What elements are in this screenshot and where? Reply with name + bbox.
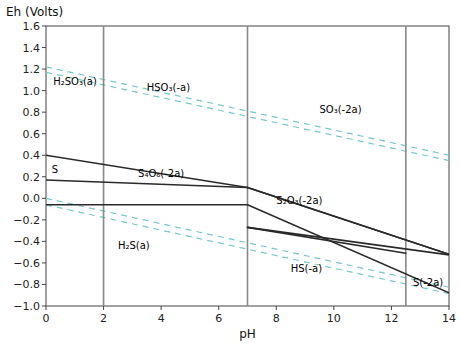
y-tick-label: −1.0 bbox=[13, 300, 40, 313]
y-tick-label: 1.2 bbox=[23, 63, 41, 76]
x-tick-label: 0 bbox=[43, 312, 50, 325]
y-tick-label: 0.2 bbox=[23, 171, 41, 184]
region-label: S₄O₆(-2a) bbox=[138, 168, 184, 179]
line-segment bbox=[247, 26, 249, 306]
y-tick-label: −0.4 bbox=[13, 235, 40, 248]
region-label: H₂S(a) bbox=[118, 240, 150, 251]
x-tick-label: 2 bbox=[100, 312, 107, 325]
y-tick-label: 0.0 bbox=[23, 192, 41, 205]
region-label: S₂O₃(-2a) bbox=[276, 195, 322, 206]
region-label: SO₃(-2a) bbox=[319, 104, 361, 115]
y-tick-label: −0.8 bbox=[13, 278, 40, 291]
x-tick bbox=[391, 306, 392, 310]
region-label: H₂SO₃(a) bbox=[53, 76, 97, 87]
line-segment bbox=[248, 227, 450, 254]
line-segment bbox=[46, 155, 248, 187]
y-tick-label: 0.4 bbox=[23, 149, 41, 162]
y-axis-label: Eh (Volts) bbox=[6, 5, 63, 19]
y-tick bbox=[42, 69, 46, 70]
line-segment bbox=[248, 188, 450, 255]
region-label: S bbox=[52, 164, 58, 175]
y-tick bbox=[42, 176, 46, 177]
plot-lines bbox=[46, 26, 449, 306]
y-tick-label: 1.6 bbox=[23, 20, 41, 33]
y-tick bbox=[42, 90, 46, 91]
x-tick-label: 4 bbox=[158, 312, 165, 325]
line-segment bbox=[405, 26, 407, 306]
y-tick bbox=[42, 198, 46, 199]
x-tick bbox=[333, 306, 334, 310]
y-tick bbox=[42, 241, 46, 242]
y-tick bbox=[42, 47, 46, 48]
x-tick bbox=[46, 306, 47, 310]
x-tick-label: 10 bbox=[327, 312, 341, 325]
region-label: HSO₃(-a) bbox=[147, 82, 190, 93]
y-tick bbox=[42, 133, 46, 134]
y-tick bbox=[42, 219, 46, 220]
y-tick bbox=[42, 306, 46, 307]
line-segment bbox=[46, 204, 248, 206]
line-segment bbox=[248, 205, 450, 293]
y-tick bbox=[42, 26, 46, 27]
region-label: S(-2a) bbox=[413, 277, 443, 288]
y-tick bbox=[42, 155, 46, 156]
x-tick-label: 8 bbox=[273, 312, 280, 325]
y-tick-label: −0.2 bbox=[13, 214, 40, 227]
chart: 0 2 4 6 8 10 12 14 −1.0 −0.8 −0.6 −0.4 −0.2 0.0 0.2 0.4… bbox=[0, 0, 461, 344]
x-tick bbox=[161, 306, 162, 310]
line-segment bbox=[46, 180, 248, 188]
x-tick bbox=[218, 306, 219, 310]
line-segment bbox=[248, 188, 450, 255]
x-tick-label: 14 bbox=[442, 312, 456, 325]
y-tick-label: 0.8 bbox=[23, 106, 41, 119]
y-tick-label: 1.0 bbox=[23, 85, 41, 98]
y-tick-label: −0.6 bbox=[13, 257, 40, 270]
region-label: HS(-a) bbox=[291, 263, 323, 274]
x-tick-label: 12 bbox=[384, 312, 398, 325]
plot-frame bbox=[46, 26, 449, 306]
x-tick bbox=[276, 306, 277, 310]
y-tick bbox=[42, 262, 46, 263]
y-tick-label: 1.4 bbox=[23, 42, 41, 55]
y-tick-label: 0.6 bbox=[23, 128, 41, 141]
x-tick bbox=[103, 306, 104, 310]
y-tick bbox=[42, 284, 46, 285]
line-segment bbox=[103, 26, 105, 306]
y-tick bbox=[42, 112, 46, 113]
x-tick bbox=[449, 306, 450, 310]
x-tick-label: 6 bbox=[215, 312, 222, 325]
x-axis-label: pH bbox=[239, 327, 256, 341]
